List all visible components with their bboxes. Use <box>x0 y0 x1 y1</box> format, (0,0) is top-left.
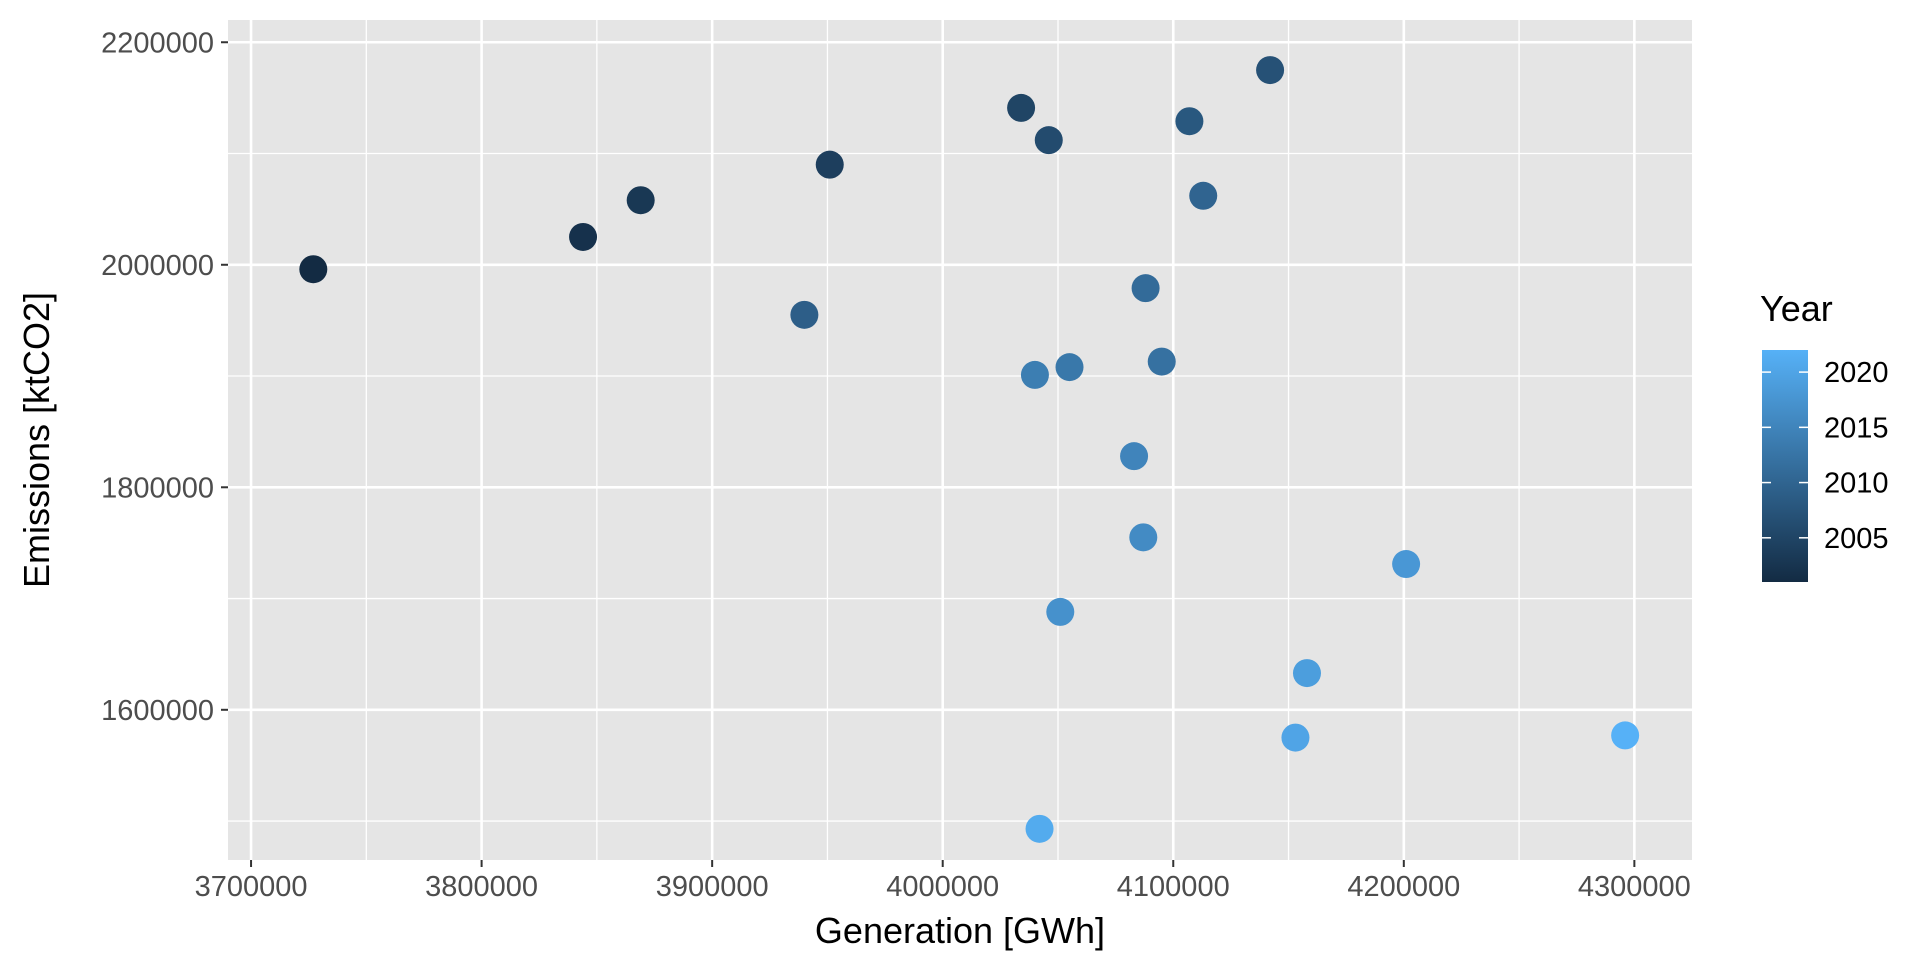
x-tick-label: 3900000 <box>656 871 769 903</box>
x-tick-label: 4300000 <box>1578 871 1691 903</box>
data-point <box>1175 107 1204 136</box>
y-tick-label: 2200000 <box>101 27 214 59</box>
panel-background <box>228 20 1692 860</box>
data-point <box>1281 723 1310 752</box>
legend-title: Year <box>1760 288 1833 329</box>
legend-tick-label: 2010 <box>1824 468 1889 500</box>
y-axis: 1600000 1800000 2000000 2200000 <box>101 27 228 727</box>
data-point <box>626 186 655 215</box>
data-point <box>1020 360 1049 389</box>
y-tick-label: 1600000 <box>101 695 214 727</box>
y-tick-label: 2000000 <box>101 250 214 282</box>
y-axis-title: Emissions [ktCO2] <box>16 292 57 588</box>
data-point <box>1025 814 1054 843</box>
data-point <box>1129 523 1158 552</box>
data-point <box>1055 353 1084 382</box>
x-tick-label: 3700000 <box>195 871 308 903</box>
data-point <box>1256 56 1285 85</box>
data-point <box>1292 659 1321 688</box>
data-point <box>299 255 328 284</box>
x-tick-label: 4100000 <box>1117 871 1230 903</box>
data-point <box>790 300 819 329</box>
x-tick-label: 3800000 <box>425 871 538 903</box>
x-axis: 3700000 3800000 3900000 4000000 4100000 42000… <box>195 860 1691 903</box>
data-point <box>1392 550 1421 579</box>
data-points <box>299 56 1640 843</box>
x-tick-label: 4000000 <box>886 871 999 903</box>
data-point <box>1046 597 1075 626</box>
data-point <box>1007 93 1036 122</box>
data-point <box>1189 181 1218 210</box>
legend-colorbar <box>1762 350 1808 582</box>
legend-tick-label: 2020 <box>1824 357 1889 389</box>
data-point <box>1131 274 1160 303</box>
data-point <box>1611 721 1640 750</box>
data-point <box>815 150 844 179</box>
legend-tick-label: 2015 <box>1824 412 1889 444</box>
y-tick-label: 1800000 <box>101 472 214 504</box>
data-point <box>1147 347 1176 376</box>
data-point <box>1120 442 1149 471</box>
x-tick-label: 4200000 <box>1347 871 1460 903</box>
legend-tick-label: 2005 <box>1824 523 1889 555</box>
data-point <box>1034 126 1063 155</box>
legend-ticks: 2005 2010 2015 2020 <box>1762 357 1889 555</box>
color-legend: Year 2005 2010 2015 2020 <box>1760 288 1889 582</box>
data-point <box>569 222 598 251</box>
major-gridlines <box>228 20 1692 860</box>
x-axis-title: Generation [GWh] <box>815 910 1105 951</box>
